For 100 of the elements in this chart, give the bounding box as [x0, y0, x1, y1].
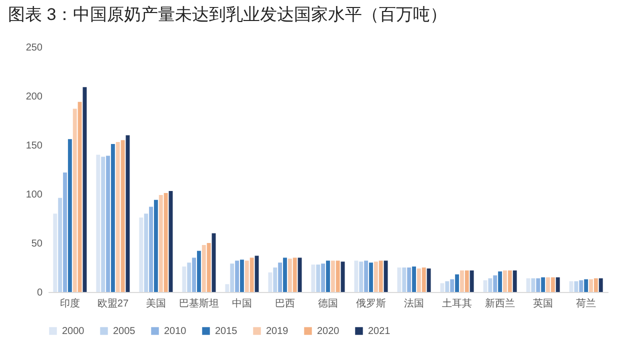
- bar: [250, 258, 254, 292]
- bar: [503, 270, 507, 292]
- x-tick-label: 欧盟27: [97, 298, 129, 310]
- bar: [546, 277, 550, 292]
- bar: [68, 139, 72, 292]
- bar: [101, 156, 106, 292]
- bar: [397, 268, 402, 292]
- bar: [598, 278, 603, 292]
- bar: [187, 262, 192, 292]
- bar: [422, 268, 426, 292]
- x-tick-label: 俄罗斯: [356, 298, 386, 310]
- bar: [240, 260, 244, 292]
- bar: [96, 154, 100, 292]
- bar: [498, 271, 502, 292]
- bar: [244, 260, 249, 292]
- bar: [254, 256, 259, 292]
- x-tick-label: 新西兰: [485, 298, 516, 310]
- x-tick-label: 美国: [146, 298, 166, 310]
- bar: [470, 270, 474, 292]
- bar: [158, 194, 163, 292]
- bar: [426, 268, 431, 292]
- bar: [574, 281, 578, 292]
- bar: [278, 262, 282, 292]
- bar: [235, 260, 240, 292]
- y-tick-label: 250: [26, 42, 43, 54]
- bar: [340, 262, 345, 292]
- x-tick-label: 巴基斯坦: [178, 298, 219, 310]
- bar: [106, 156, 110, 292]
- x-tick-label: 土耳其: [442, 298, 472, 310]
- bar: [536, 278, 540, 292]
- bar: [416, 268, 421, 292]
- x-tick-label: 印度: [60, 298, 80, 310]
- bar: [512, 270, 517, 292]
- bar: [359, 262, 364, 292]
- y-tick-label: 0: [36, 288, 43, 298]
- x-tick-label: 荷兰: [576, 298, 596, 310]
- bar: [298, 258, 302, 292]
- x-tick-label: 英国: [533, 298, 554, 310]
- bar: [202, 244, 206, 292]
- bar: [464, 270, 469, 292]
- bar: [110, 144, 115, 292]
- bar: [268, 272, 272, 292]
- bar: [364, 260, 368, 292]
- legend-label: 2020: [317, 326, 340, 337]
- y-tick-label: 200: [26, 92, 43, 102]
- bar: [53, 214, 58, 292]
- bar: [139, 218, 144, 292]
- bar: [336, 260, 340, 292]
- bar: [225, 284, 230, 292]
- legend-label: 2021: [368, 326, 391, 337]
- bar: [445, 281, 450, 292]
- legend-label: 2010: [164, 326, 187, 337]
- bar: [326, 260, 330, 292]
- bar: [116, 142, 120, 292]
- bar: [292, 258, 297, 292]
- bar: [493, 275, 498, 292]
- x-tick-label: 德国: [318, 298, 338, 310]
- y-tick-label: 50: [31, 238, 43, 250]
- bar: [154, 200, 158, 292]
- y-tick-label: 100: [26, 190, 43, 200]
- bar: [78, 102, 82, 292]
- bar: [569, 281, 574, 292]
- bar: [455, 274, 460, 292]
- bar: [541, 277, 546, 292]
- bar: [230, 264, 234, 292]
- bar: [196, 250, 201, 292]
- legend-label: 2005: [113, 326, 136, 337]
- legend-label: 2019: [266, 326, 289, 337]
- bar: [556, 277, 560, 292]
- bar: [120, 140, 125, 292]
- bar: [164, 193, 168, 292]
- bar: [283, 258, 287, 292]
- bar: [206, 243, 211, 292]
- bar: [440, 283, 444, 292]
- x-tick-label: 中国: [232, 298, 252, 310]
- bar: [321, 264, 326, 292]
- legend-label: 2000: [62, 326, 85, 337]
- y-tick-label: 150: [26, 140, 43, 152]
- bar: [144, 214, 148, 292]
- bar: [412, 266, 416, 292]
- bar: [402, 268, 406, 292]
- bar: [63, 172, 67, 292]
- bar: [384, 260, 388, 292]
- bar: [192, 258, 196, 292]
- bar: [550, 277, 555, 292]
- bar: [369, 262, 373, 292]
- bar: [149, 206, 153, 292]
- bar: [483, 280, 488, 292]
- bar: [460, 270, 464, 292]
- bar: [182, 266, 186, 292]
- x-tick-label: 法国: [404, 298, 424, 310]
- bar: [288, 258, 292, 292]
- bar: [58, 198, 62, 292]
- bar: [72, 108, 77, 292]
- bar: [378, 260, 383, 292]
- bar: [589, 279, 593, 292]
- bar: [488, 278, 492, 292]
- bar: [273, 268, 278, 292]
- bar: [354, 260, 358, 292]
- bar: [584, 279, 588, 292]
